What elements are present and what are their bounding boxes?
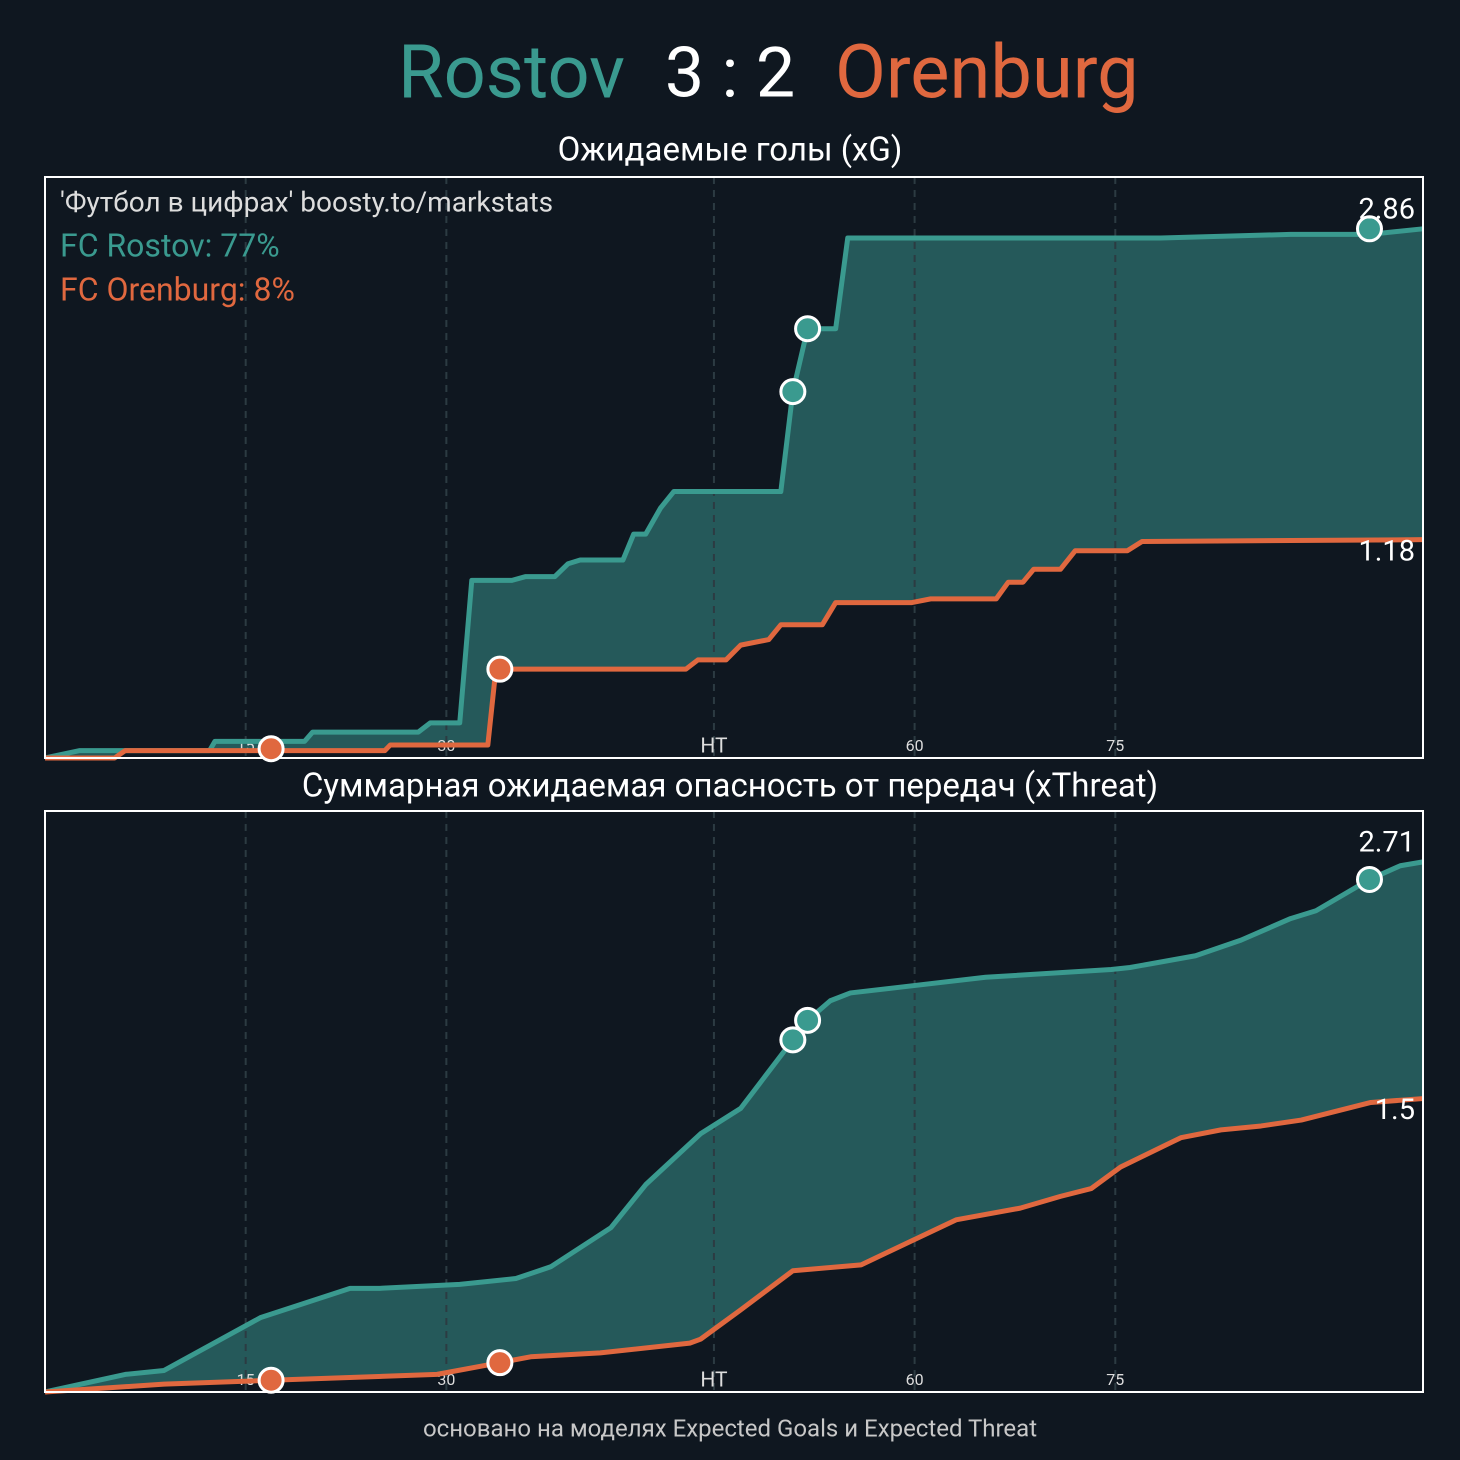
x-tick-label: 60 xyxy=(906,1370,924,1389)
chart-title: Ожидаемые голы (xG) xyxy=(558,131,903,170)
annotation: FC Rostov: 77% xyxy=(60,226,280,264)
end-label: 2.86 xyxy=(1358,192,1415,226)
chart-title: Суммарная ожидаемая опасность от передач… xyxy=(302,767,1158,806)
goal-marker xyxy=(486,1349,514,1377)
end-label: 1.18 xyxy=(1358,534,1415,568)
x-tick-label: 60 xyxy=(906,736,924,755)
goal-marker xyxy=(794,1006,822,1034)
goal-marker xyxy=(1355,865,1383,893)
away-team: Orenburg xyxy=(835,30,1139,117)
score: 3 : 2 xyxy=(665,32,795,114)
goal-marker xyxy=(779,1026,807,1054)
goal-marker xyxy=(1355,215,1383,243)
annotation: 'Футбол в цифрах' boosty.to/markstats xyxy=(60,185,553,218)
x-tick-label: HT xyxy=(700,735,728,759)
annotation: FC Orenburg: 8% xyxy=(60,270,295,308)
x-tick-label: 75 xyxy=(1106,1370,1124,1389)
goal-marker xyxy=(257,1366,285,1394)
end-label: 2.71 xyxy=(1358,826,1415,860)
gap-fill xyxy=(45,861,1423,1392)
goal-marker xyxy=(257,735,285,763)
series-line xyxy=(44,226,1424,761)
plot-frame xyxy=(44,176,1424,759)
home-team: Rostov xyxy=(398,30,625,117)
footer: основано на моделях Expected Goals и Exp… xyxy=(423,1414,1037,1442)
plot-frame xyxy=(44,810,1424,1393)
x-tick-label: 75 xyxy=(1106,736,1124,755)
x-tick-label: HT xyxy=(700,1369,728,1393)
goal-marker xyxy=(486,655,514,683)
end-label: 1.5 xyxy=(1375,1093,1415,1127)
goal-marker xyxy=(794,315,822,343)
series-line xyxy=(45,537,1424,761)
goal-marker xyxy=(779,378,807,406)
